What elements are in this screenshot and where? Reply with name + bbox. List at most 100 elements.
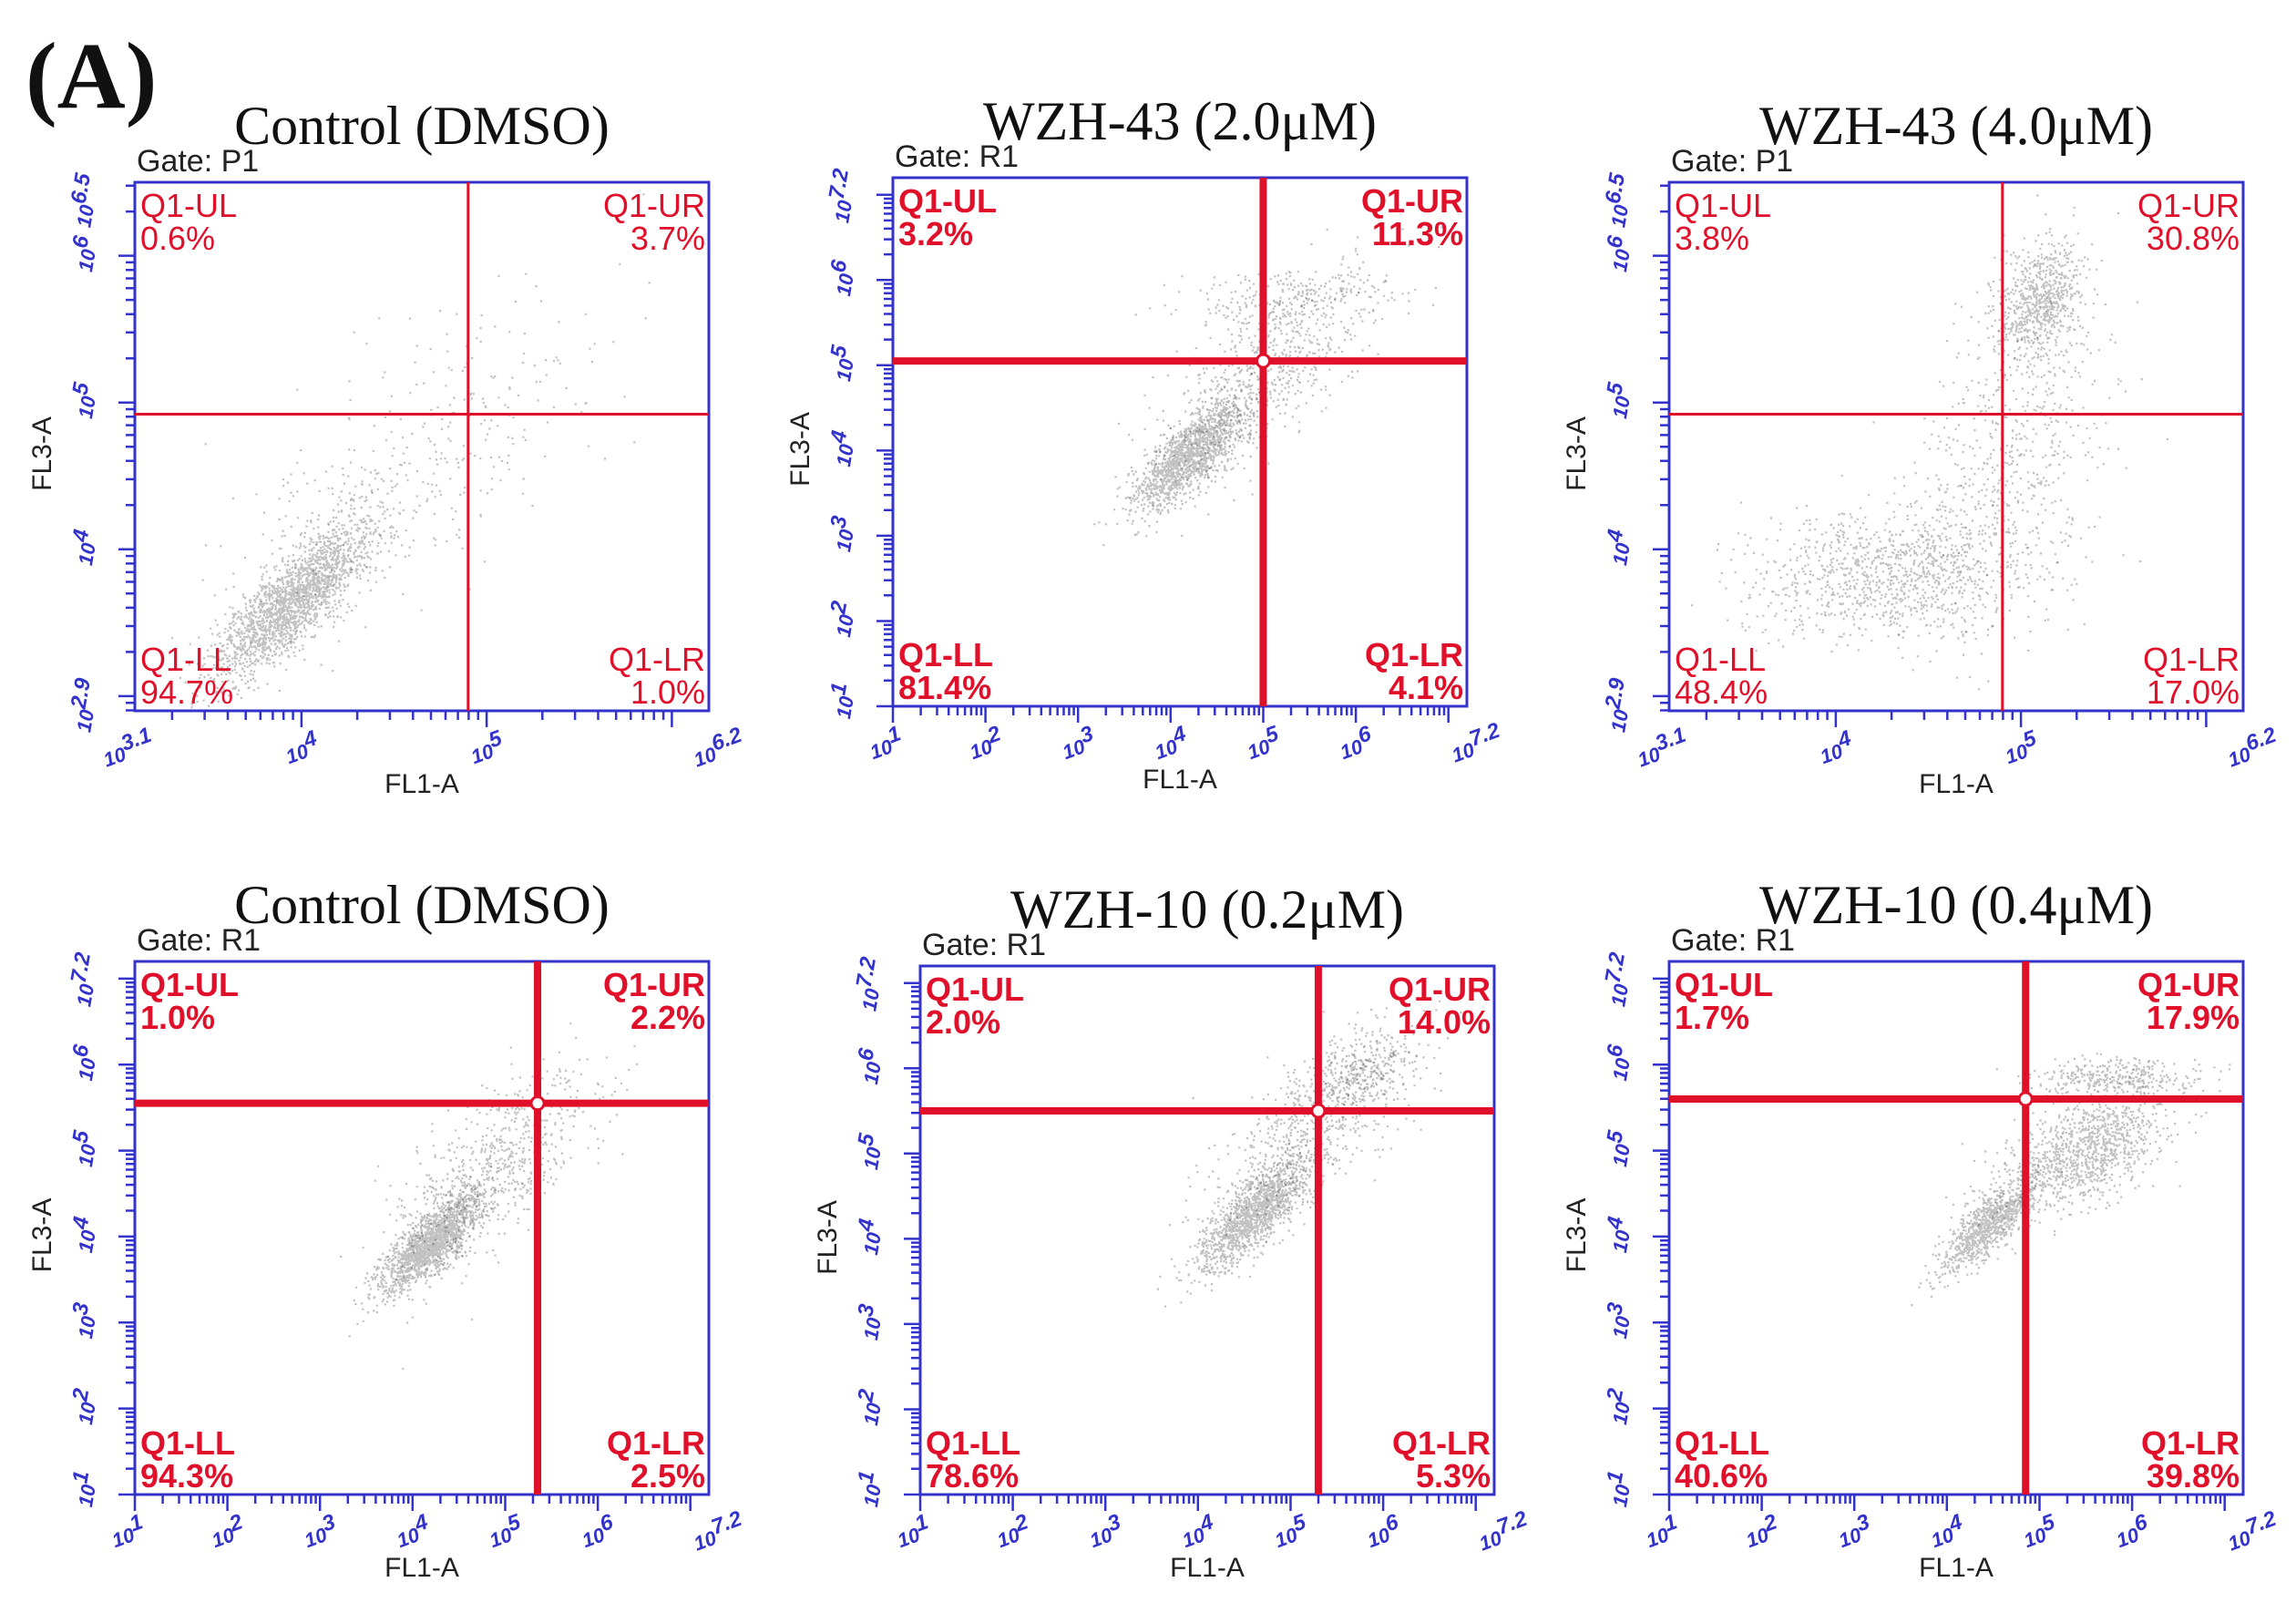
x-tick-label-min-text: 103.1	[1631, 723, 1692, 772]
y-tick-label-text: 102	[1598, 1386, 1636, 1426]
tick-marks	[1653, 977, 2226, 1511]
y-tick-label-text: 106	[849, 1046, 887, 1086]
plot-frame	[133, 180, 711, 713]
y-tick-label: 104	[1602, 1215, 1635, 1255]
y-tick-label-text: 104	[822, 428, 860, 468]
x-tick-label: 106	[579, 1509, 617, 1552]
dot-cluster-2	[170, 193, 711, 673]
quadrant-ll-name: Q1-LL	[140, 641, 231, 678]
y-tick-label-text: 102	[849, 1387, 887, 1427]
x-tick-label-text: 103	[298, 1509, 342, 1552]
x-tick-label: 103	[1836, 1509, 1874, 1552]
x-tick-label-text: 103	[1083, 1509, 1127, 1552]
dot-cluster-3	[1308, 1012, 1440, 1126]
x-tick-label: 102	[963, 721, 1007, 764]
y-tick-label: 106	[67, 1043, 100, 1083]
y-tick-label-min: 101	[1602, 1469, 1635, 1509]
x-tick-label-min: 103.1	[1631, 723, 1692, 772]
gate-label: Gate: P1	[137, 144, 259, 179]
axis-ticks	[876, 193, 1450, 723]
quadrant-lr-percent: 2.5%	[630, 1457, 705, 1495]
panel-title: WZH-43 (2.0μM)	[983, 91, 1377, 151]
y-tick-label-max: 107.2	[852, 954, 885, 1012]
x-tick-label: 103	[1056, 721, 1100, 764]
x-tick-label: 102	[1739, 1509, 1783, 1552]
y-tick-label-max-text: 106.5	[62, 170, 104, 229]
y-tick-label-text: 103	[849, 1301, 887, 1341]
y-tick-label-max: 106.5	[62, 170, 104, 229]
x-tick-label-text: 102	[1739, 1509, 1783, 1552]
y-tick-label-max-text: 107.2	[820, 166, 862, 224]
y-tick-label-min-text: 102.9	[62, 675, 104, 734]
x-tick-label: 106	[1361, 1509, 1405, 1552]
y-tick-label: 106	[822, 258, 860, 298]
x-axis-label: FL1-A	[1919, 1553, 1994, 1583]
y-tick-label-min: 102.9	[62, 675, 104, 734]
panel-title: WZH-43 (4.0μM)	[1759, 96, 2153, 156]
y-tick-label: 105	[1598, 380, 1636, 420]
y-tick-label-text: 105	[849, 1131, 887, 1171]
y-tick-label: 103	[67, 1300, 100, 1341]
x-tick-label: 106	[2113, 1509, 2151, 1552]
quadrant-lr-name: Q1-LR	[1365, 636, 1463, 673]
quadrant-lr-name: Q1-LR	[2143, 641, 2240, 678]
quadrant-ur-name: Q1-UR	[2137, 966, 2240, 1003]
scatter-dots	[340, 1022, 667, 1370]
dot-cluster-1	[1098, 361, 1281, 547]
quadrant-gate-handle	[1310, 1103, 1327, 1119]
y-tick-label: 106	[1598, 233, 1636, 273]
quadrant-ur-name: Q1-UR	[1361, 182, 1463, 220]
dot-cluster-1	[1159, 1127, 1339, 1308]
x-tick-label-max-text: 107.2	[1445, 718, 1506, 767]
y-tick-label-max: 107.2	[820, 166, 862, 224]
x-tick-label: 105	[487, 1509, 525, 1552]
x-tick-label: 103	[1083, 1509, 1127, 1552]
y-tick-label-min-text: 102.9	[1596, 675, 1638, 734]
x-tick-label-text: 104	[1148, 721, 1192, 764]
quadrant-ll-percent: 81.4%	[898, 669, 991, 706]
gate-label: Gate: R1	[1671, 923, 1795, 958]
quadrant-ur-percent: 2.2%	[630, 999, 705, 1036]
quadrant-ll-percent: 40.6%	[1675, 1457, 1768, 1495]
quadrant-ll-percent: 78.6%	[926, 1457, 1019, 1495]
y-tick-label-text: 104	[64, 528, 102, 568]
gate-label: Gate: R1	[137, 923, 261, 958]
x-tick-label-text: 102	[963, 721, 1007, 764]
x-tick-label-text: 103	[1056, 721, 1100, 764]
x-tick-label-text: 104	[1814, 725, 1858, 768]
y-tick-label: 103	[1602, 1300, 1635, 1341]
y-tick-label-min: 101	[67, 1469, 100, 1509]
y-tick-label-text: 105	[1598, 380, 1636, 420]
y-tick-label-text: 105	[64, 1128, 102, 1168]
quadrant-ul-name: Q1-UL	[926, 971, 1024, 1008]
y-tick-label-text: 106	[1598, 233, 1636, 273]
y-tick-label: 102	[849, 1387, 887, 1427]
x-tick-label-text: 104	[1924, 1509, 1968, 1552]
quadrant-ur-percent: 3.7%	[630, 220, 705, 257]
y-axis-label: FL3-A	[813, 1200, 843, 1275]
y-tick-label-min: 101	[849, 1469, 887, 1509]
quadrant-ul-name: Q1-UL	[140, 966, 239, 1003]
y-tick-label-min-text: 101	[849, 1469, 887, 1509]
y-tick-label-min-text: 101	[822, 681, 860, 721]
x-tick-label-text: 102	[205, 1509, 249, 1552]
y-tick-label-text: 106	[822, 258, 860, 298]
y-tick-label: 104	[822, 428, 860, 468]
quadrant-ur-name: Q1-UR	[603, 966, 705, 1003]
y-tick-label: 105	[64, 1128, 102, 1168]
x-tick-label-min-text: 103.1	[97, 723, 158, 772]
x-axis-label: FL1-A	[1170, 1553, 1245, 1583]
plot-frame	[891, 176, 1469, 708]
x-tick-label-min-text: 101	[106, 1509, 149, 1552]
quadrant-lr-name: Q1-LR	[607, 1424, 705, 1462]
x-tick-label: 104	[1814, 725, 1858, 768]
y-tick-label: 106	[1602, 1043, 1635, 1083]
panel-title: Control (DMSO)	[234, 875, 610, 935]
x-tick-label: 102	[994, 1509, 1032, 1552]
x-tick-label-text: 106	[1361, 1509, 1405, 1552]
y-tick-label: 103	[849, 1301, 887, 1341]
y-tick-label-max: 107.2	[1601, 950, 1634, 1008]
x-axis-label: FL1-A	[1143, 765, 1217, 795]
x-tick-label-max-text: 107.2	[1472, 1506, 1533, 1556]
quadrant-ul-percent: 2.0%	[926, 1003, 1000, 1041]
